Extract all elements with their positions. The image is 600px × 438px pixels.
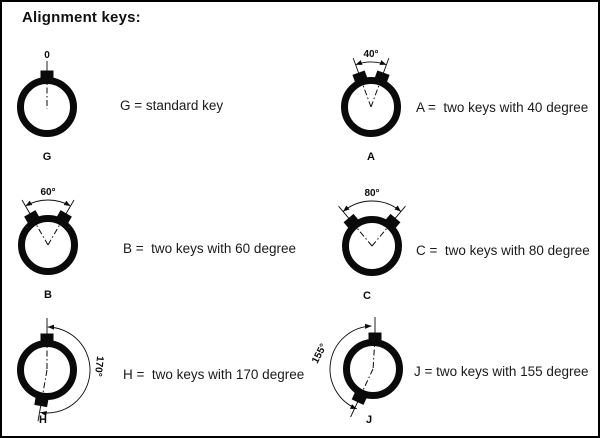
angle-label: 155°	[310, 342, 329, 365]
dimension-arc	[40, 324, 91, 417]
key-top	[40, 333, 54, 342]
ring-letter: B	[44, 289, 52, 301]
key-right	[374, 70, 390, 83]
diagram-H: 170° H	[17, 318, 105, 426]
ring	[342, 216, 402, 276]
diagram-A: 40° A	[341, 49, 401, 163]
ring	[17, 340, 77, 400]
description-J: J = two keys with 155 degree	[414, 364, 589, 379]
ring	[341, 77, 401, 137]
angle-label: 170°	[92, 355, 105, 377]
ring	[18, 215, 78, 275]
figure-title: Alignment keys:	[22, 9, 141, 26]
angle-label: 80°	[364, 188, 379, 199]
ring-letter: J	[366, 414, 372, 426]
key-right	[385, 213, 401, 229]
ring-letter: G	[43, 151, 52, 163]
ring-letter: C	[363, 290, 371, 302]
diagram-J: 155° J	[310, 317, 403, 426]
dimension-arc	[25, 199, 71, 207]
ring-letter: A	[367, 151, 375, 163]
description-H: H = two keys with 170 degree	[123, 367, 305, 382]
key-left	[352, 70, 368, 83]
description-A: A = two keys with 40 degree	[416, 100, 589, 115]
dimension-arc	[355, 60, 387, 66]
description-B: B = two keys with 60 degree	[123, 241, 296, 256]
ring-letter: H	[39, 414, 47, 426]
description-G: G = standard key	[120, 98, 224, 113]
key-left	[343, 213, 359, 229]
key-right	[56, 210, 72, 225]
angle-label: 40°	[363, 49, 378, 60]
key-left	[24, 210, 40, 225]
angle-label: 60°	[40, 187, 55, 198]
ring	[343, 339, 403, 399]
zero-label: 0	[44, 50, 50, 61]
dimension-arc	[342, 200, 402, 212]
dimension-arc	[329, 323, 372, 410]
key-top	[40, 70, 54, 79]
description-C: C = two keys with 80 degree	[416, 243, 590, 258]
key-bottom	[351, 391, 368, 405]
diagram-C: 80° C	[338, 188, 406, 302]
key-top	[368, 332, 382, 341]
ring	[17, 77, 77, 137]
diagram-G: 0 G	[17, 50, 77, 163]
diagram-B: 60° B	[18, 187, 78, 301]
key-bottom	[34, 396, 49, 408]
